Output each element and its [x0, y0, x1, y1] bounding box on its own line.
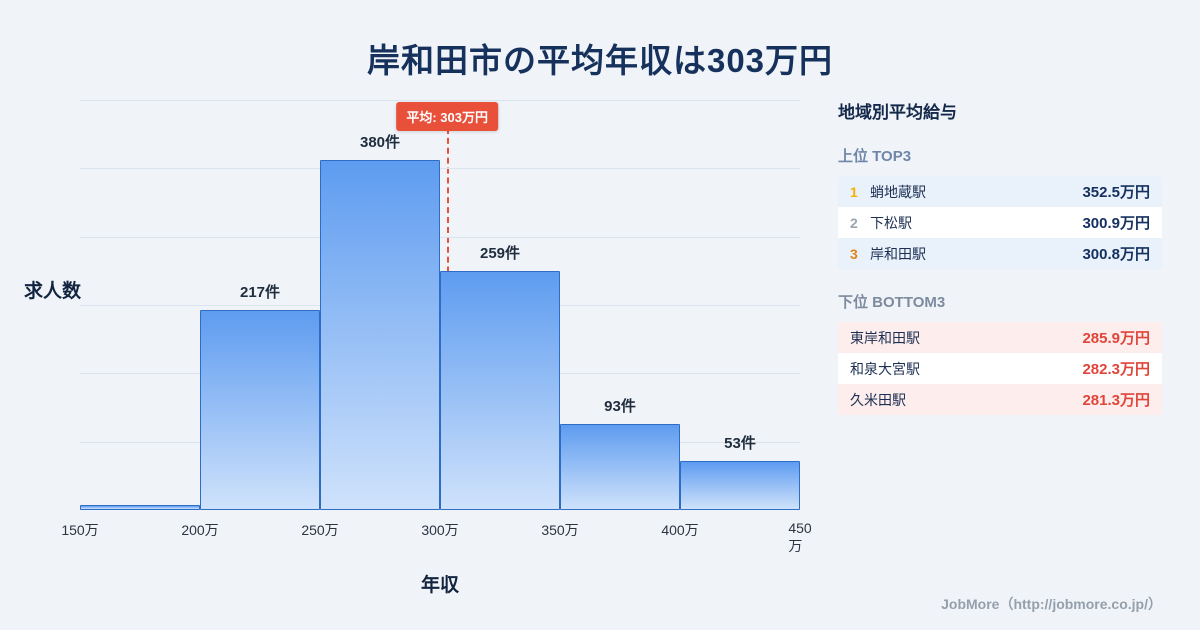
rank-badge: 1 [850, 183, 858, 200]
gridline [80, 100, 800, 101]
histogram-bar [320, 160, 440, 510]
bottom3-heading: 下位 BOTTOM3 [838, 294, 946, 311]
histogram-plot: 平均: 303万円 217件 380件 259件 93件 53件 150万 200万 250万… [61, 100, 812, 554]
bar-value-label: 217件 [239, 284, 281, 302]
gridline [80, 168, 800, 170]
gridline [80, 236, 800, 238]
top3-table: 1 蛸地蔵駅 352.5万円 2 下松駅 300.9万円 3 岸和田駅 300.8万円 [838, 176, 1162, 269]
rank-badge: 3 [850, 245, 858, 262]
x-tick-label: 200万 [181, 522, 219, 538]
table-row: 1 蛸地蔵駅 352.5万円 [838, 176, 1162, 207]
x-axis-label: 年収 [420, 575, 459, 596]
salary-value: 285.9万円 [1082, 330, 1150, 347]
x-tick-label: 250万 [301, 522, 339, 538]
region-salary-sidebar: 地域別平均給与 上位 TOP3 1 蛸地蔵駅 352.5万円 2 下松駅 300.9万円 3… [838, 98, 1162, 415]
histogram-bar [440, 271, 560, 510]
page-title: 岸和田市の平均年収は303万円 [366, 42, 834, 79]
footer-credit: JobMore（http://jobmore.co.jp/） [941, 596, 1162, 612]
sidebar-title: 地域別平均給与 [838, 103, 957, 122]
x-tick-label: 450万 [788, 520, 812, 554]
bar-value-label: 380件 [359, 134, 401, 151]
table-row: 2 下松駅 300.9万円 [838, 207, 1162, 238]
salary-value: 281.3万円 [1082, 392, 1150, 409]
bar-value-label: 53件 [724, 435, 756, 453]
bottom3-table: 東岸和田駅 285.9万円和泉大宮駅 282.3万円久米田駅 281.3万円 [838, 322, 1162, 415]
table-row: 和泉大宮駅 282.3万円 [838, 353, 1162, 384]
station-name: 和泉大宮駅 [850, 360, 920, 377]
table-row: 久米田駅 281.3万円 [838, 384, 1162, 415]
histogram-bar [80, 505, 200, 510]
table-row: 3 岸和田駅 300.8万円 [838, 238, 1162, 269]
salary-value: 282.3万円 [1082, 361, 1150, 378]
bar-value-label: 259件 [479, 245, 521, 263]
bar-value-label: 93件 [604, 398, 636, 416]
salary-value: 300.8万円 [1082, 246, 1150, 263]
histogram-bar [200, 310, 320, 510]
x-tick-label: 350万 [541, 522, 579, 538]
x-tick-label: 150万 [61, 522, 99, 538]
x-tick-label: 400万 [661, 522, 699, 538]
station-name: 蛸地蔵駅 [870, 183, 926, 200]
x-tick-label: 300万 [421, 522, 459, 538]
salary-value: 352.5万円 [1082, 184, 1150, 201]
rank-badge: 2 [850, 214, 858, 231]
y-axis-label: 求人数 [24, 281, 82, 302]
station-name: 久米田駅 [850, 391, 906, 408]
table-row: 東岸和田駅 285.9万円 [838, 322, 1162, 353]
station-name: 岸和田駅 [870, 245, 926, 262]
salary-value: 300.9万円 [1082, 215, 1150, 232]
average-value-badge: 平均: 303万円 [396, 102, 499, 131]
station-name: 下松駅 [870, 214, 912, 231]
top3-heading: 上位 TOP3 [838, 148, 912, 165]
histogram-bar [560, 424, 680, 510]
station-name: 東岸和田駅 [850, 329, 920, 346]
histogram-bar [680, 461, 800, 510]
